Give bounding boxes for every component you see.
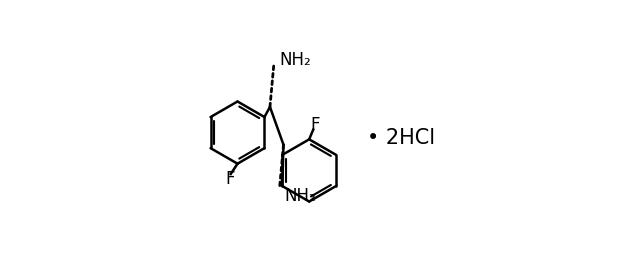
Text: NH₂: NH₂ [284,187,316,205]
Text: F: F [310,116,320,134]
Text: F: F [225,169,235,188]
Text: NH₂: NH₂ [280,51,311,68]
Text: • 2HCl: • 2HCl [367,128,435,148]
